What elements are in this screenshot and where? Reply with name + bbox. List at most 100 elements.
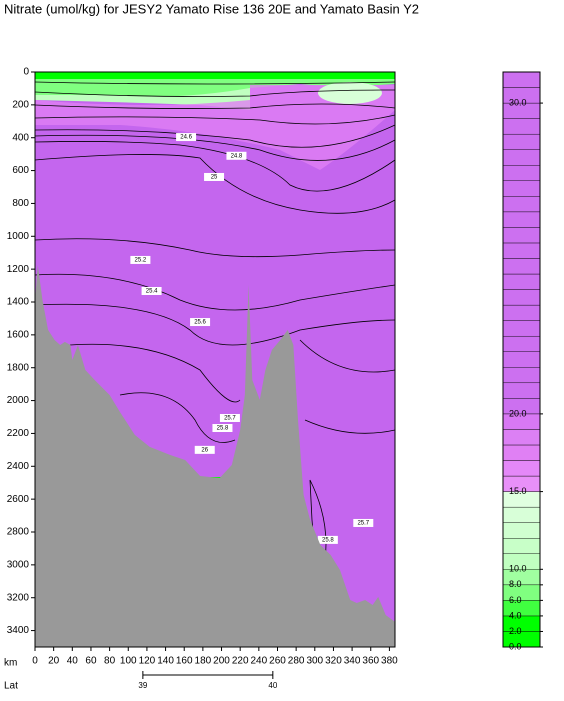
y-tick-label: 2200 (7, 428, 30, 439)
colorbar-band (502, 273, 541, 290)
x-tick-label: 380 (381, 656, 398, 667)
colorbar-tick-label: 2.0 (509, 626, 522, 636)
colorbar-tick-label: 10.0 (509, 564, 527, 574)
y-tick-label: 0 (23, 67, 29, 78)
x2-axis-label: Lat (4, 681, 18, 692)
colorbar-band (502, 460, 541, 477)
colorbar-band (502, 196, 541, 213)
x-tick-label: 360 (362, 656, 379, 667)
y-tick-label: 600 (12, 165, 29, 176)
colorbar-band (502, 444, 541, 461)
x-tick-label: 80 (104, 656, 116, 667)
contour-label: 26 (201, 447, 208, 453)
colorbar-band (502, 118, 541, 135)
colorbar-tick-label: 6.0 (509, 595, 522, 605)
contour-lines: 25.2 25.4 25.6 25.7 25.8 26 25.7 25.8 25 24.6 24.8 (34, 81, 396, 561)
contour-label-box (141, 286, 162, 295)
colorbar-band (502, 320, 541, 337)
colorbar-band (502, 289, 541, 306)
colorbar-band (502, 133, 541, 150)
contour-label-box (130, 255, 151, 264)
colorbar-band (502, 367, 541, 384)
x-tick-label: 0 (32, 656, 38, 667)
contour-label-box (212, 424, 233, 433)
bathymetry (35, 265, 395, 647)
y-tick-label: 1200 (7, 264, 30, 275)
y-tick-label: 3400 (7, 625, 30, 636)
contour-label-box (226, 151, 247, 160)
x-tick-label: 220 (232, 656, 249, 667)
colorbar-band (502, 538, 541, 554)
x2-tick-label: 40 (268, 681, 277, 690)
colorbar-band (502, 351, 541, 368)
colorbar-band (502, 304, 541, 321)
contour-label-box (194, 445, 215, 454)
colorbar-band (502, 242, 541, 259)
colorbar-band (502, 165, 541, 181)
contour-label-box (353, 518, 374, 527)
colorbar-tick-label: 4.0 (509, 610, 522, 620)
contour-label: 24.8 (231, 153, 243, 159)
colorbar: 0.0 2.0 4.0 6.0 8.0 10.0 15.0 20.0 30.0 (502, 71, 543, 651)
contour-label: 25 (211, 175, 218, 181)
contour-label: 24.6 (180, 135, 192, 141)
y-tick-label: 3000 (7, 559, 30, 570)
colorbar-band (502, 71, 541, 88)
colorbar-band (502, 227, 541, 244)
contour-label-box (204, 172, 225, 181)
colorbar-band (502, 429, 541, 446)
colorbar-band (502, 335, 541, 352)
contour-label: 25.2 (135, 258, 147, 264)
contour-label: 25.7 (224, 416, 236, 422)
x-tick-label: 320 (325, 656, 342, 667)
colorbar-frame (502, 71, 541, 648)
contour-label: 25.8 (217, 426, 229, 432)
colorbar-tick-label: 30.0 (509, 97, 527, 107)
colorbar-band (502, 211, 541, 228)
y-tick-label: 2000 (7, 395, 30, 406)
x-tick-label: 280 (288, 656, 305, 667)
colorbar-tick-label: 20.0 (509, 408, 527, 418)
y-tick-label: 2400 (7, 461, 30, 472)
y-tick-label: 2800 (7, 527, 30, 538)
x-tick-label: 140 (157, 656, 174, 667)
contour-label-box (176, 133, 197, 142)
y-tick-label: 2600 (7, 494, 30, 505)
y-tick-label: 400 (12, 132, 29, 143)
contour-label-box (219, 413, 240, 422)
x-tick-label: 120 (139, 656, 156, 667)
axes: 0200400600800100012001400160018002000220… (7, 67, 398, 690)
colorbar-band (502, 149, 541, 166)
contour-label-box (190, 318, 211, 327)
y-tick-label: 1000 (7, 231, 30, 242)
x-tick-label: 300 (306, 656, 323, 667)
x-axis-label: km (4, 658, 17, 669)
colorbar-band (502, 382, 541, 399)
x-tick-label: 340 (344, 656, 361, 667)
plot-frame (34, 71, 396, 648)
x-tick-label: 200 (213, 656, 230, 667)
contour-label: 25.6 (194, 320, 206, 326)
chart-title: Nitrate (umol/kg) for JESY2 Yamato Rise … (4, 1, 419, 16)
y-tick-label: 3200 (7, 592, 30, 603)
colorbar-band (502, 180, 541, 197)
x-tick-label: 100 (120, 656, 137, 667)
contour-label-box (317, 535, 338, 544)
contour-label: 25.8 (322, 537, 334, 543)
colorbar-band (502, 258, 541, 275)
x-tick-label: 160 (176, 656, 193, 667)
y-tick-label: 1600 (7, 329, 30, 340)
colorbar-tick-label: 8.0 (509, 579, 522, 589)
x-tick-label: 60 (85, 656, 97, 667)
colorbar-tick-label: 0.0 (509, 641, 522, 651)
x-tick-label: 40 (67, 656, 79, 667)
y-tick-label: 800 (12, 198, 29, 209)
surface-band (35, 72, 395, 79)
y-tick-label: 1400 (7, 297, 30, 308)
colorbar-tick-label: 15.0 (509, 486, 527, 496)
contour-label: 25.7 (357, 521, 369, 527)
surface-patch (318, 82, 382, 104)
x2-tick-label: 39 (138, 681, 147, 690)
colorbar-band (502, 506, 541, 523)
